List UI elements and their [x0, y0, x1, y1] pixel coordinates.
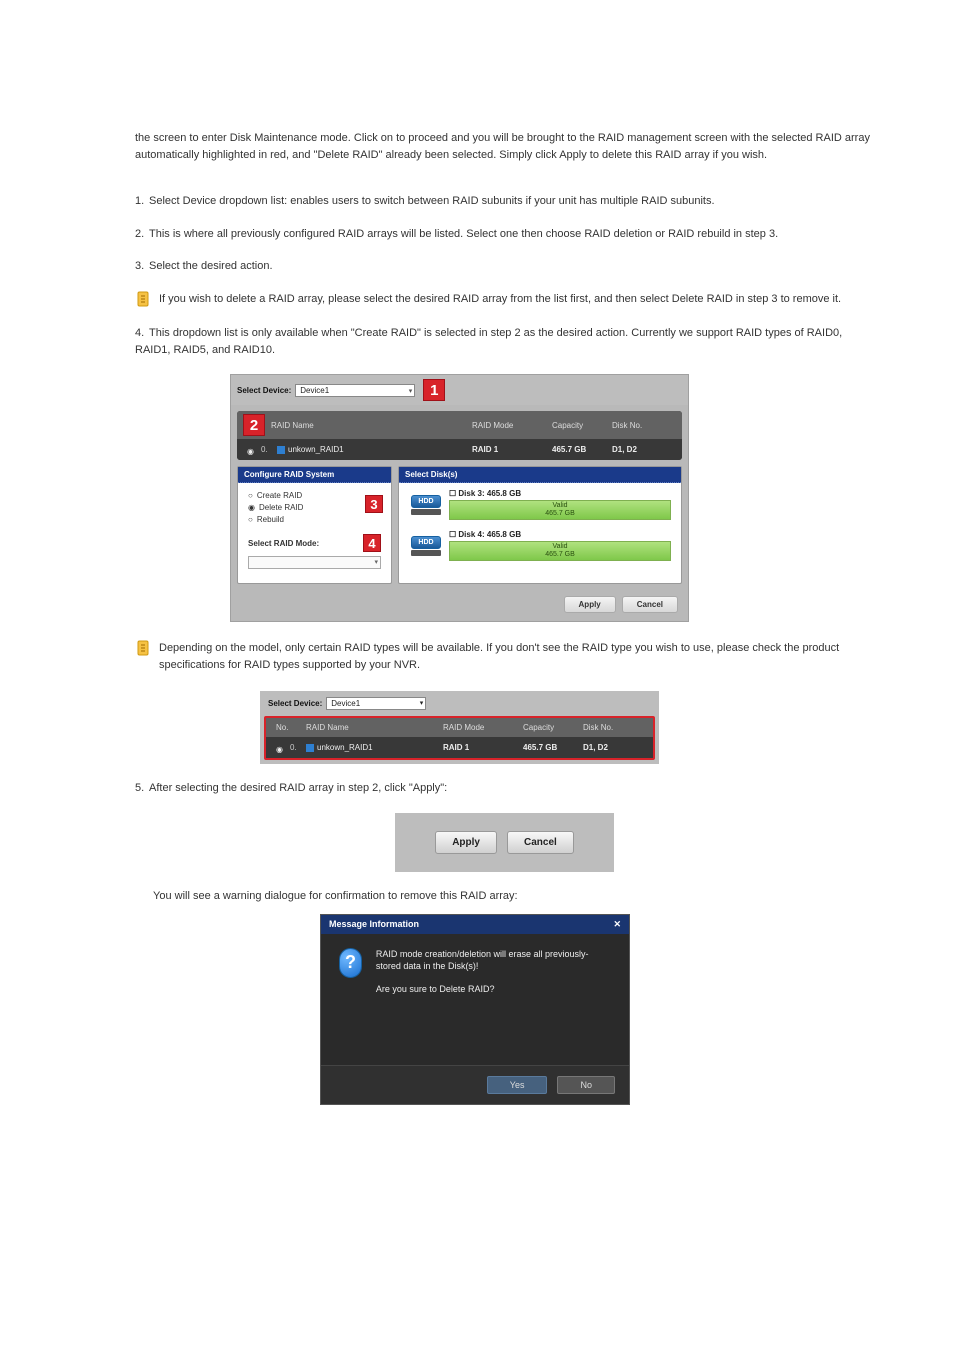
cancel-button[interactable]: Cancel — [622, 596, 678, 613]
marker-1: 1 — [423, 379, 445, 401]
raid-icon — [277, 446, 285, 454]
disk-3-checkbox[interactable]: ☐ — [449, 489, 456, 498]
note-icon — [135, 640, 151, 656]
step-5-sub: You will see a warning dialogue for conf… — [153, 890, 874, 902]
intro-text: the screen to enter Disk Maintenance mod… — [135, 130, 874, 163]
radio-rebuild[interactable]: ○ Rebuild — [248, 515, 381, 524]
apply-cancel-screenshot: Apply Cancel — [395, 813, 614, 872]
step-2: 2.This is where all previously configure… — [135, 226, 874, 243]
hdd-icon: HDD — [409, 536, 443, 556]
apply-button[interactable]: Apply — [435, 831, 497, 854]
marker-4: 4 — [363, 534, 381, 552]
raid-table-highlight-screenshot: Select Device: Device1▾ No. RAID Name RA… — [260, 691, 659, 764]
raid-icon — [306, 744, 314, 752]
apply-button[interactable]: Apply — [564, 596, 616, 613]
radio-delete-raid[interactable]: ◉ Delete RAID — [248, 503, 381, 512]
select-device-dropdown[interactable]: Device1▾ — [326, 697, 426, 710]
question-icon: ? — [339, 948, 362, 978]
raid-table-header: No. RAID Name RAID Mode Capacity Disk No… — [266, 718, 653, 737]
raid-config-screenshot: Select Device: Device1▾ 1 2 RAID Name RA… — [230, 374, 689, 622]
note-icon — [135, 291, 151, 307]
confirm-dialog-screenshot: Message Information ✕ ? RAID mode creati… — [320, 914, 630, 1106]
hdd-icon: HDD — [409, 495, 443, 515]
dialog-titlebar: Message Information ✕ — [321, 915, 629, 934]
raid-table-row[interactable]: ◉ 0. unkown_RAID1 RAID 1 465.7 GB D1, D2 — [237, 439, 682, 460]
note-raid-types: Depending on the model, only certain RAI… — [135, 640, 874, 673]
disk-4-checkbox[interactable]: ☐ — [449, 530, 456, 539]
disk-4-item: HDD ☐ Disk 4: 465.8 GB Valid465.7 GB — [409, 530, 671, 561]
no-button[interactable]: No — [557, 1076, 615, 1094]
raid-table-header: 2 RAID Name RAID Mode Capacity Disk No. — [237, 411, 682, 439]
marker-2: 2 — [243, 414, 265, 436]
dialog-message: RAID mode creation/deletion will erase a… — [376, 948, 611, 1006]
step-1: 1.Select Device dropdown list: enables u… — [135, 193, 874, 210]
select-device-dropdown[interactable]: Device1▾ — [295, 384, 415, 397]
raid-table-row[interactable]: ◉ 0. unkown_RAID1 RAID 1 465.7 GB D1, D2 — [266, 737, 653, 758]
step-4: 4.This dropdown list is only available w… — [135, 325, 874, 358]
disk-3-bar: Valid465.7 GB — [449, 500, 671, 520]
raid-mode-label: Select RAID Mode: 4 — [248, 534, 381, 552]
select-device-label: Select Device: — [237, 386, 291, 395]
note-delete-raid: If you wish to delete a RAID array, plea… — [135, 291, 874, 308]
close-icon[interactable]: ✕ — [613, 919, 621, 930]
raid-mode-dropdown[interactable]: ▾ — [248, 556, 381, 569]
radio-create-raid[interactable]: ○ Create RAID — [248, 491, 381, 500]
select-disks-panel: Select Disk(s) HDD ☐ Disk 3: 465.8 GB Va… — [398, 466, 682, 584]
disk-4-bar: Valid465.7 GB — [449, 541, 671, 561]
configure-raid-panel: Configure RAID System ○ Create RAID ◉ De… — [237, 466, 392, 584]
disk-3-item: HDD ☐ Disk 3: 465.8 GB Valid465.7 GB — [409, 489, 671, 520]
step-5: 5.After selecting the desired RAID array… — [135, 780, 874, 797]
cancel-button[interactable]: Cancel — [507, 831, 574, 854]
marker-3: 3 — [365, 495, 383, 513]
step-3: 3.Select the desired action. — [135, 258, 874, 275]
yes-button[interactable]: Yes — [487, 1076, 548, 1094]
